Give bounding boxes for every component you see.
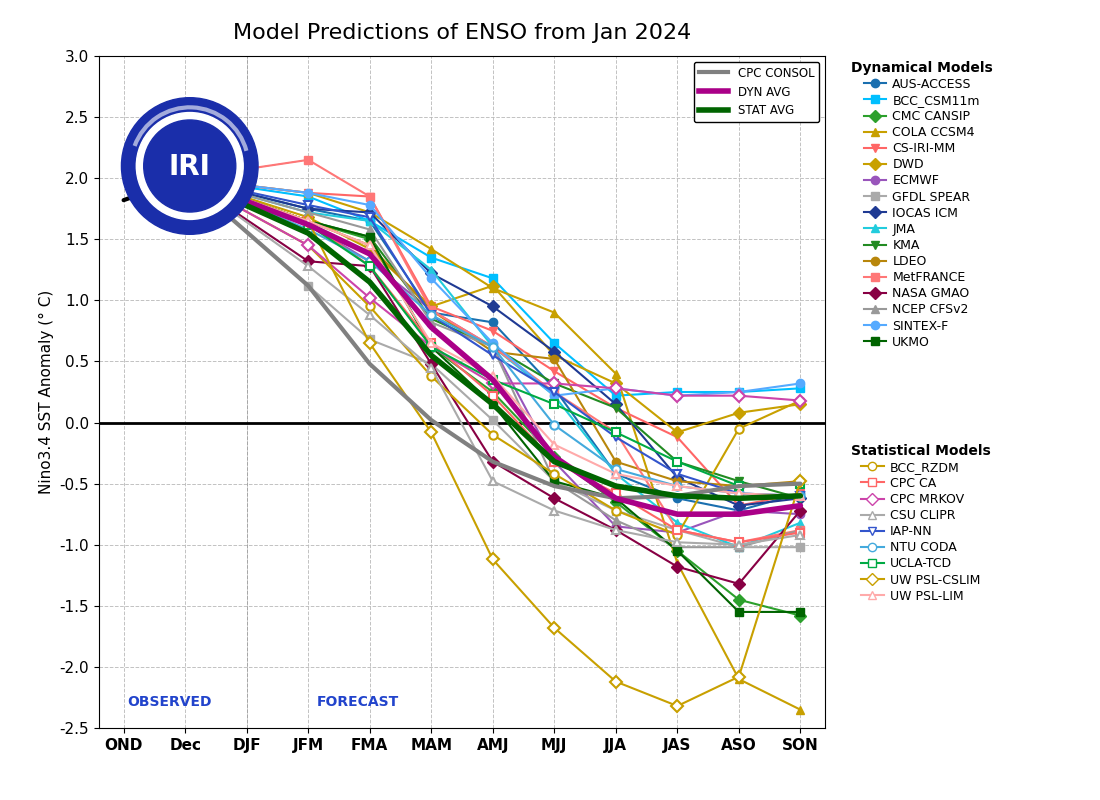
Y-axis label: Nino3.4 SST Anomaly (° C): Nino3.4 SST Anomaly (° C) xyxy=(40,290,54,494)
Title: Model Predictions of ENSO from Jan 2024: Model Predictions of ENSO from Jan 2024 xyxy=(233,23,691,43)
Text: OBSERVED: OBSERVED xyxy=(128,695,212,709)
Circle shape xyxy=(144,120,235,212)
Text: FORECAST: FORECAST xyxy=(317,695,398,709)
Text: IRI: IRI xyxy=(168,154,211,182)
Legend: BCC_RZDM, CPC CA, CPC MRKOV, CSU CLIPR, IAP-NN, NTU CODA, UCLA-TCD, UW PSL-CSLIM: BCC_RZDM, CPC CA, CPC MRKOV, CSU CLIPR, … xyxy=(846,438,996,608)
Circle shape xyxy=(121,98,258,234)
Circle shape xyxy=(136,113,243,219)
